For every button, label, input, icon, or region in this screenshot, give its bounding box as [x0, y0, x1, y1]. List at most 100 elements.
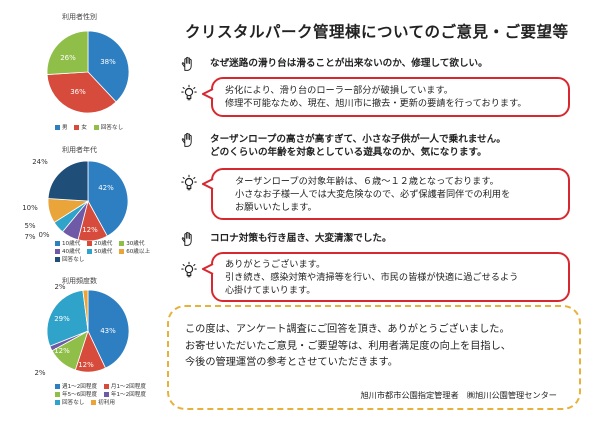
legend-label: 週1～2回程度 [62, 384, 98, 390]
answer-bubble-3: ありがとうございます。 引き続き、感染対策や清掃等を行い、市民の皆様が快適に過ご… [211, 252, 570, 302]
legend-item: 30歳代 [119, 240, 145, 248]
pie-data-label: 12% [78, 361, 94, 369]
legend-label: 年1～2回程度 [110, 392, 146, 398]
lightbulb-icon [181, 84, 197, 101]
legend-gender: 男 女 回答なし [55, 124, 128, 132]
legend-age: 10歳代 20歳代 30歳代 40歳代 50歳代 60歳以上 回答なし [55, 240, 160, 264]
question-2: ターザンロープの高さが高すぎて、小さな子供が一人で乗れません。 どのくらいの年齢… [180, 132, 580, 159]
legend-item: 40歳代 [55, 248, 80, 256]
legend-item: 週1～2回程度 [55, 383, 97, 391]
pie-slice [82, 289, 89, 332]
lightbulb-icon [181, 174, 197, 191]
legend-item: 50歳代 [87, 248, 112, 256]
pie-data-label: 10% [22, 204, 38, 212]
bubble-tail [202, 88, 214, 100]
pie-data-label: 24% [32, 158, 48, 166]
question-text: ターザンロープの高さが高すぎて、小さな子供が一人で乗れません。 どのくらいの年齢… [210, 133, 580, 159]
answer-line: お願いいたします。 [235, 202, 317, 213]
legend-label: 初利用 [98, 400, 115, 406]
raised-hand-icon [181, 132, 192, 147]
question-3: コロナ対策も行き届き、大変清潔でした。 [180, 231, 580, 246]
organization-signature: 旭川市都市公園指定管理者 ㈱旭川公園管理センター [360, 390, 557, 400]
legend-item: 回答なし [55, 256, 84, 264]
legend-label: 男 [62, 125, 68, 131]
legend-item: 20歳代 [87, 240, 112, 248]
question-1: なぜ迷路の滑り台は滑ることが出来ないのか、修理して欲しい。 [180, 56, 580, 71]
answer-line: ありがとうございます。 [225, 259, 326, 270]
legend-item: 初利用 [91, 399, 115, 407]
answer-line: ターザンロープの対象年齢は、６歳～１２歳となっております。 [235, 176, 499, 187]
pie-slice [87, 289, 130, 369]
pie-slice [46, 71, 117, 114]
pie-slice [87, 30, 130, 103]
pie-data-label: 29% [54, 315, 70, 323]
pie-chart-gender: 38% 36% 26% [46, 30, 130, 114]
pie-data-label: 0% [38, 231, 49, 239]
pie-data-label: 43% [100, 327, 116, 335]
legend-item: 回答なし [93, 124, 124, 132]
legend-item: 年1～2回程度 [103, 391, 146, 399]
pie-chart-age: 42% 12% 0%7% 5% 10% 24% [22, 158, 129, 242]
question-text: なぜ迷路の滑り台は滑ることが出来ないのか、修理して欲しい。 [210, 58, 488, 69]
legend-label: 40歳代 [62, 249, 81, 255]
pie-data-label: 12% [54, 347, 70, 355]
question-line: ターザンロープの高さが高すぎて、小さな子供が一人で乗れません。 [210, 134, 506, 145]
pie-data-label: 26% [60, 54, 76, 62]
closing-line: お寄せいただいたご意見・ご要望等は、利用者満足度の向上を目指し、 [185, 340, 511, 352]
pie-data-label: 12% [82, 226, 98, 234]
answer-line: 劣化により、滑り台のローラー部分が破損しています。 [225, 85, 453, 96]
legend-label: 30歳代 [126, 241, 145, 247]
pie-slice [46, 289, 89, 347]
pie-slice [87, 160, 129, 237]
pie-slice [46, 30, 89, 75]
question-text: コロナ対策も行き届き、大変清潔でした。 [210, 233, 392, 244]
legend-frequency: 週1～2回程度 月1～2回程度 年5～6回程度 年1～2回程度 回答なし 初利用 [55, 383, 160, 407]
answer-line: 心掛けてまいります。 [225, 285, 316, 296]
legend-label: 60歳以上 [126, 249, 151, 255]
legend-label: 回答なし [100, 125, 124, 131]
legend-label: 20歳代 [94, 241, 113, 247]
closing-message: この度は、アンケート調査にご回答を頂き、ありがとうございました。 お寄せいただい… [185, 322, 511, 372]
legend-label: 月1～2回程度 [110, 384, 146, 390]
chart-title-age: 利用者年代 [62, 146, 97, 154]
pie-data-label: 42% [98, 184, 114, 192]
bubble-tail [202, 263, 214, 275]
legend-item: 年5～6回程度 [55, 391, 97, 399]
bubble-tail [202, 178, 214, 190]
raised-hand-icon [181, 56, 192, 71]
legend-item: 男 [55, 124, 68, 132]
legend-label: 50歳代 [94, 249, 113, 255]
legend-label: 回答なし [62, 400, 85, 406]
page-title: クリスタルパーク管理棟についてのご意見・ご要望等 [185, 23, 569, 41]
legend-label: 10歳代 [62, 241, 81, 247]
question-line: どのくらいの年齢を対象としている遊具なのか、気になります。 [210, 147, 487, 158]
closing-line: この度は、アンケート調査にご回答を頂き、ありがとうございました。 [185, 324, 510, 335]
charts-column: 利用者性別 38% 36% 26% 男 女 回答なし 利用者年代 42% 12% 0% 7… [0, 0, 160, 424]
raised-hand-icon [181, 231, 192, 246]
closing-line: 今後の管理運営の参考とさせていただきます。 [185, 357, 398, 368]
legend-label: 女 [81, 125, 87, 131]
legend-label: 年5～6回程度 [62, 392, 98, 398]
pie-data-label: 2% [34, 369, 45, 377]
answer-line: 修理不可能なため、現在、旭川市に撤去・更新の要請を行っております。 [225, 98, 527, 109]
legend-item: 60歳以上 [119, 248, 150, 256]
legend-item: 10歳代 [55, 240, 80, 248]
answer-line: 小さなお子様一人では大変危険なので、必ず保護者同伴での利用を [235, 189, 511, 200]
lightbulb-icon [181, 261, 197, 278]
pie-chart-frequency: 43% 12% 12% 2% 29% 2% [34, 283, 130, 377]
answer-line: 引き続き、感染対策や清掃等を行い、市民の皆様が快適に過ごせるよう [225, 272, 519, 283]
pie-data-label: 2% [54, 283, 65, 291]
legend-item: 月1～2回程度 [103, 383, 146, 391]
pie-data-label: 7% [24, 233, 35, 241]
legend-label: 回答なし [62, 257, 85, 263]
answer-bubble-2: ターザンロープの対象年齢は、６歳～１２歳となっております。 小さなお子様一人では… [211, 168, 570, 220]
closing-box: この度は、アンケート調査にご回答を頂き、ありがとうございました。 お寄せいただい… [167, 305, 581, 410]
pie-slice [47, 160, 89, 202]
chart-title-gender: 利用者性別 [62, 13, 97, 21]
pie-data-label: 5% [24, 222, 35, 230]
answer-bubble-1: 劣化により、滑り台のローラー部分が破損しています。 修理不可能なため、現在、旭川… [211, 77, 570, 117]
pie-data-label: 36% [70, 88, 86, 96]
chart-title-frequency: 利用頻度数 [62, 277, 97, 285]
legend-item: 女 [74, 124, 87, 132]
